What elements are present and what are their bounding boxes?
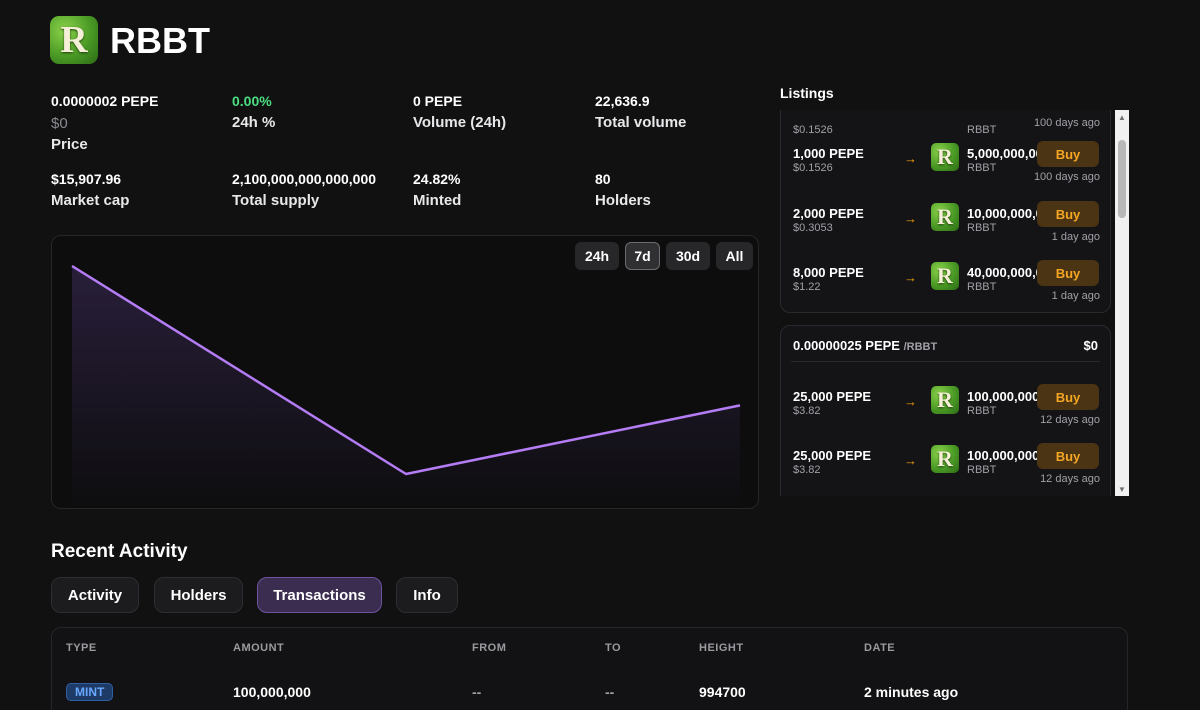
buy-button[interactable]: Buy — [1037, 201, 1099, 227]
listings-scroll-thumb[interactable] — [1118, 140, 1126, 218]
column-header-height: HEIGHT — [699, 642, 744, 654]
listing-row: 25,000 PEPE $3.82 → R 100,000,000,000 RB… — [781, 431, 1112, 491]
transactions-table: TYPE AMOUNT FROM TO HEIGHT DATE MINT 100… — [51, 627, 1128, 710]
stat-holders: 80 Holders — [595, 171, 651, 209]
divider — [791, 361, 1100, 362]
buy-button[interactable]: Buy — [1037, 384, 1099, 410]
tab-activity[interactable]: Activity — [51, 577, 139, 613]
stat-total-volume: 22,636.9 Total volume — [595, 93, 687, 131]
cell-amount: 100,000,000 — [233, 684, 311, 700]
arrow-right-icon: → — [904, 151, 917, 166]
column-header-type: TYPE — [66, 642, 97, 654]
stat-volume-24h: 0 PEPE Volume (24h) — [413, 93, 507, 131]
price-chart — [51, 235, 759, 509]
cell-date: 2 minutes ago — [864, 684, 959, 700]
column-header-to: TO — [605, 642, 622, 654]
token-logo: R — [50, 16, 98, 64]
listing-row: 2,000 PEPE $0.3053 → R 10,000,000,000 RB… — [781, 189, 1112, 249]
rbbt-token-icon: R — [931, 143, 959, 171]
arrow-right-icon: → — [904, 211, 917, 226]
stat-price: 0.0000002 PEPE $0 Price — [51, 93, 159, 153]
buy-button[interactable]: Buy — [1037, 260, 1099, 286]
rbbt-token-icon: R — [931, 203, 959, 231]
range-7d-button[interactable]: 7d — [625, 242, 660, 270]
stat-minted: 24.82% Minted — [413, 171, 462, 209]
listing-group-price-usd: $0 — [1083, 338, 1098, 353]
cell-height: 994700 — [699, 684, 746, 700]
range-24h-button[interactable]: 24h — [575, 242, 619, 270]
stat-market-cap: $15,907.96 Market cap — [51, 171, 130, 209]
cell-to: -- — [605, 684, 615, 700]
column-header-from: FROM — [472, 642, 507, 654]
type-badge: MINT — [66, 683, 114, 701]
tab-holders[interactable]: Holders — [154, 577, 243, 613]
scroll-down-icon[interactable]: ▼ — [1118, 485, 1126, 494]
rbbt-token-icon: R — [931, 386, 959, 414]
tab-info[interactable]: Info — [396, 577, 458, 613]
range-30d-button[interactable]: 30d — [666, 242, 710, 270]
column-header-date: DATE — [864, 642, 896, 654]
stat-total-supply: 2,100,000,000,000,000 Total supply — [232, 171, 377, 209]
listing-group: 0.00000025 PEPE /RBBT $0 25,000 PEPE $3.… — [780, 325, 1111, 496]
listings-scroll-area[interactable]: $0.1526 RBBT 100 days ago 1,000 PEPE $0.… — [780, 110, 1130, 496]
cell-from: -- — [472, 684, 482, 700]
arrow-right-icon: → — [904, 394, 917, 409]
column-header-amount: AMOUNT — [233, 642, 285, 654]
listing-group: $0.1526 RBBT 100 days ago 1,000 PEPE $0.… — [780, 110, 1111, 313]
token-title: RBBT — [110, 20, 210, 61]
listing-group-price: 0.00000025 PEPE /RBBT — [793, 338, 938, 353]
buy-button[interactable]: Buy — [1037, 141, 1099, 167]
price-chart-svg — [71, 264, 741, 508]
listing-row: 25,000 PEPE $3.82 → R 100,000,000,000 RB… — [781, 372, 1112, 432]
stat-24h-change: 0.00% 24h % — [232, 93, 276, 131]
scroll-up-icon[interactable]: ▲ — [1118, 113, 1126, 122]
tab-transactions[interactable]: Transactions — [257, 577, 382, 613]
listing-row-partial: $0.1526 RBBT 100 days ago — [793, 117, 1100, 136]
listing-row-partial — [781, 491, 1112, 496]
arrow-right-icon: → — [904, 453, 917, 468]
rbbt-token-icon: R — [931, 445, 959, 473]
range-all-button[interactable]: All — [716, 242, 753, 270]
listing-row: 8,000 PEPE $1.22 → R 40,000,000,000 RBBT… — [781, 248, 1112, 308]
recent-activity-title: Recent Activity — [51, 541, 188, 562]
rbbt-token-icon: R — [931, 262, 959, 290]
listing-row: 1,000 PEPE $0.1526 → R 5,000,000,000 RBB… — [781, 129, 1112, 189]
chart-area-fill — [72, 266, 740, 508]
arrow-right-icon: → — [904, 270, 917, 285]
buy-button[interactable]: Buy — [1037, 443, 1099, 469]
listings-title: Listings — [780, 85, 834, 101]
chart-series-line — [71, 264, 741, 476]
